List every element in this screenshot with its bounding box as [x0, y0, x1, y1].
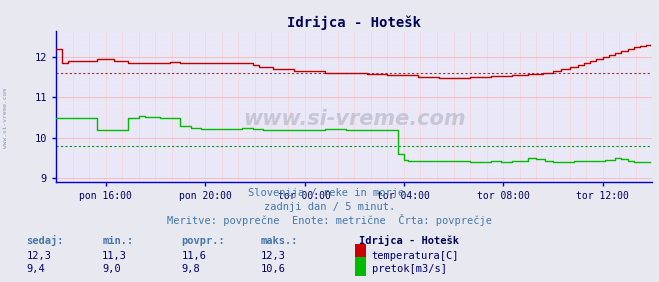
Text: 10,6: 10,6	[260, 264, 285, 274]
Text: temperatura[C]: temperatura[C]	[372, 251, 459, 261]
Text: zadnji dan / 5 minut.: zadnji dan / 5 minut.	[264, 202, 395, 212]
Text: 9,8: 9,8	[181, 264, 200, 274]
Text: 12,3: 12,3	[260, 251, 285, 261]
Text: www.si-vreme.com: www.si-vreme.com	[243, 109, 465, 129]
Text: 12,3: 12,3	[26, 251, 51, 261]
Title: Idrijca - Hotešk: Idrijca - Hotešk	[287, 15, 421, 30]
Text: sedaj:: sedaj:	[26, 235, 64, 246]
Text: min.:: min.:	[102, 236, 133, 246]
Text: maks.:: maks.:	[260, 236, 298, 246]
Text: www.si-vreme.com: www.si-vreme.com	[3, 89, 8, 148]
Text: pretok[m3/s]: pretok[m3/s]	[372, 264, 447, 274]
Text: Slovenija / reke in morje.: Slovenija / reke in morje.	[248, 188, 411, 198]
Text: 9,0: 9,0	[102, 264, 121, 274]
Text: povpr.:: povpr.:	[181, 236, 225, 246]
Text: 11,6: 11,6	[181, 251, 206, 261]
Text: Idrijca - Hotešk: Idrijca - Hotešk	[359, 235, 459, 246]
Text: Meritve: povprečne  Enote: metrične  Črta: povprečje: Meritve: povprečne Enote: metrične Črta:…	[167, 214, 492, 226]
Text: 11,3: 11,3	[102, 251, 127, 261]
Text: 9,4: 9,4	[26, 264, 45, 274]
